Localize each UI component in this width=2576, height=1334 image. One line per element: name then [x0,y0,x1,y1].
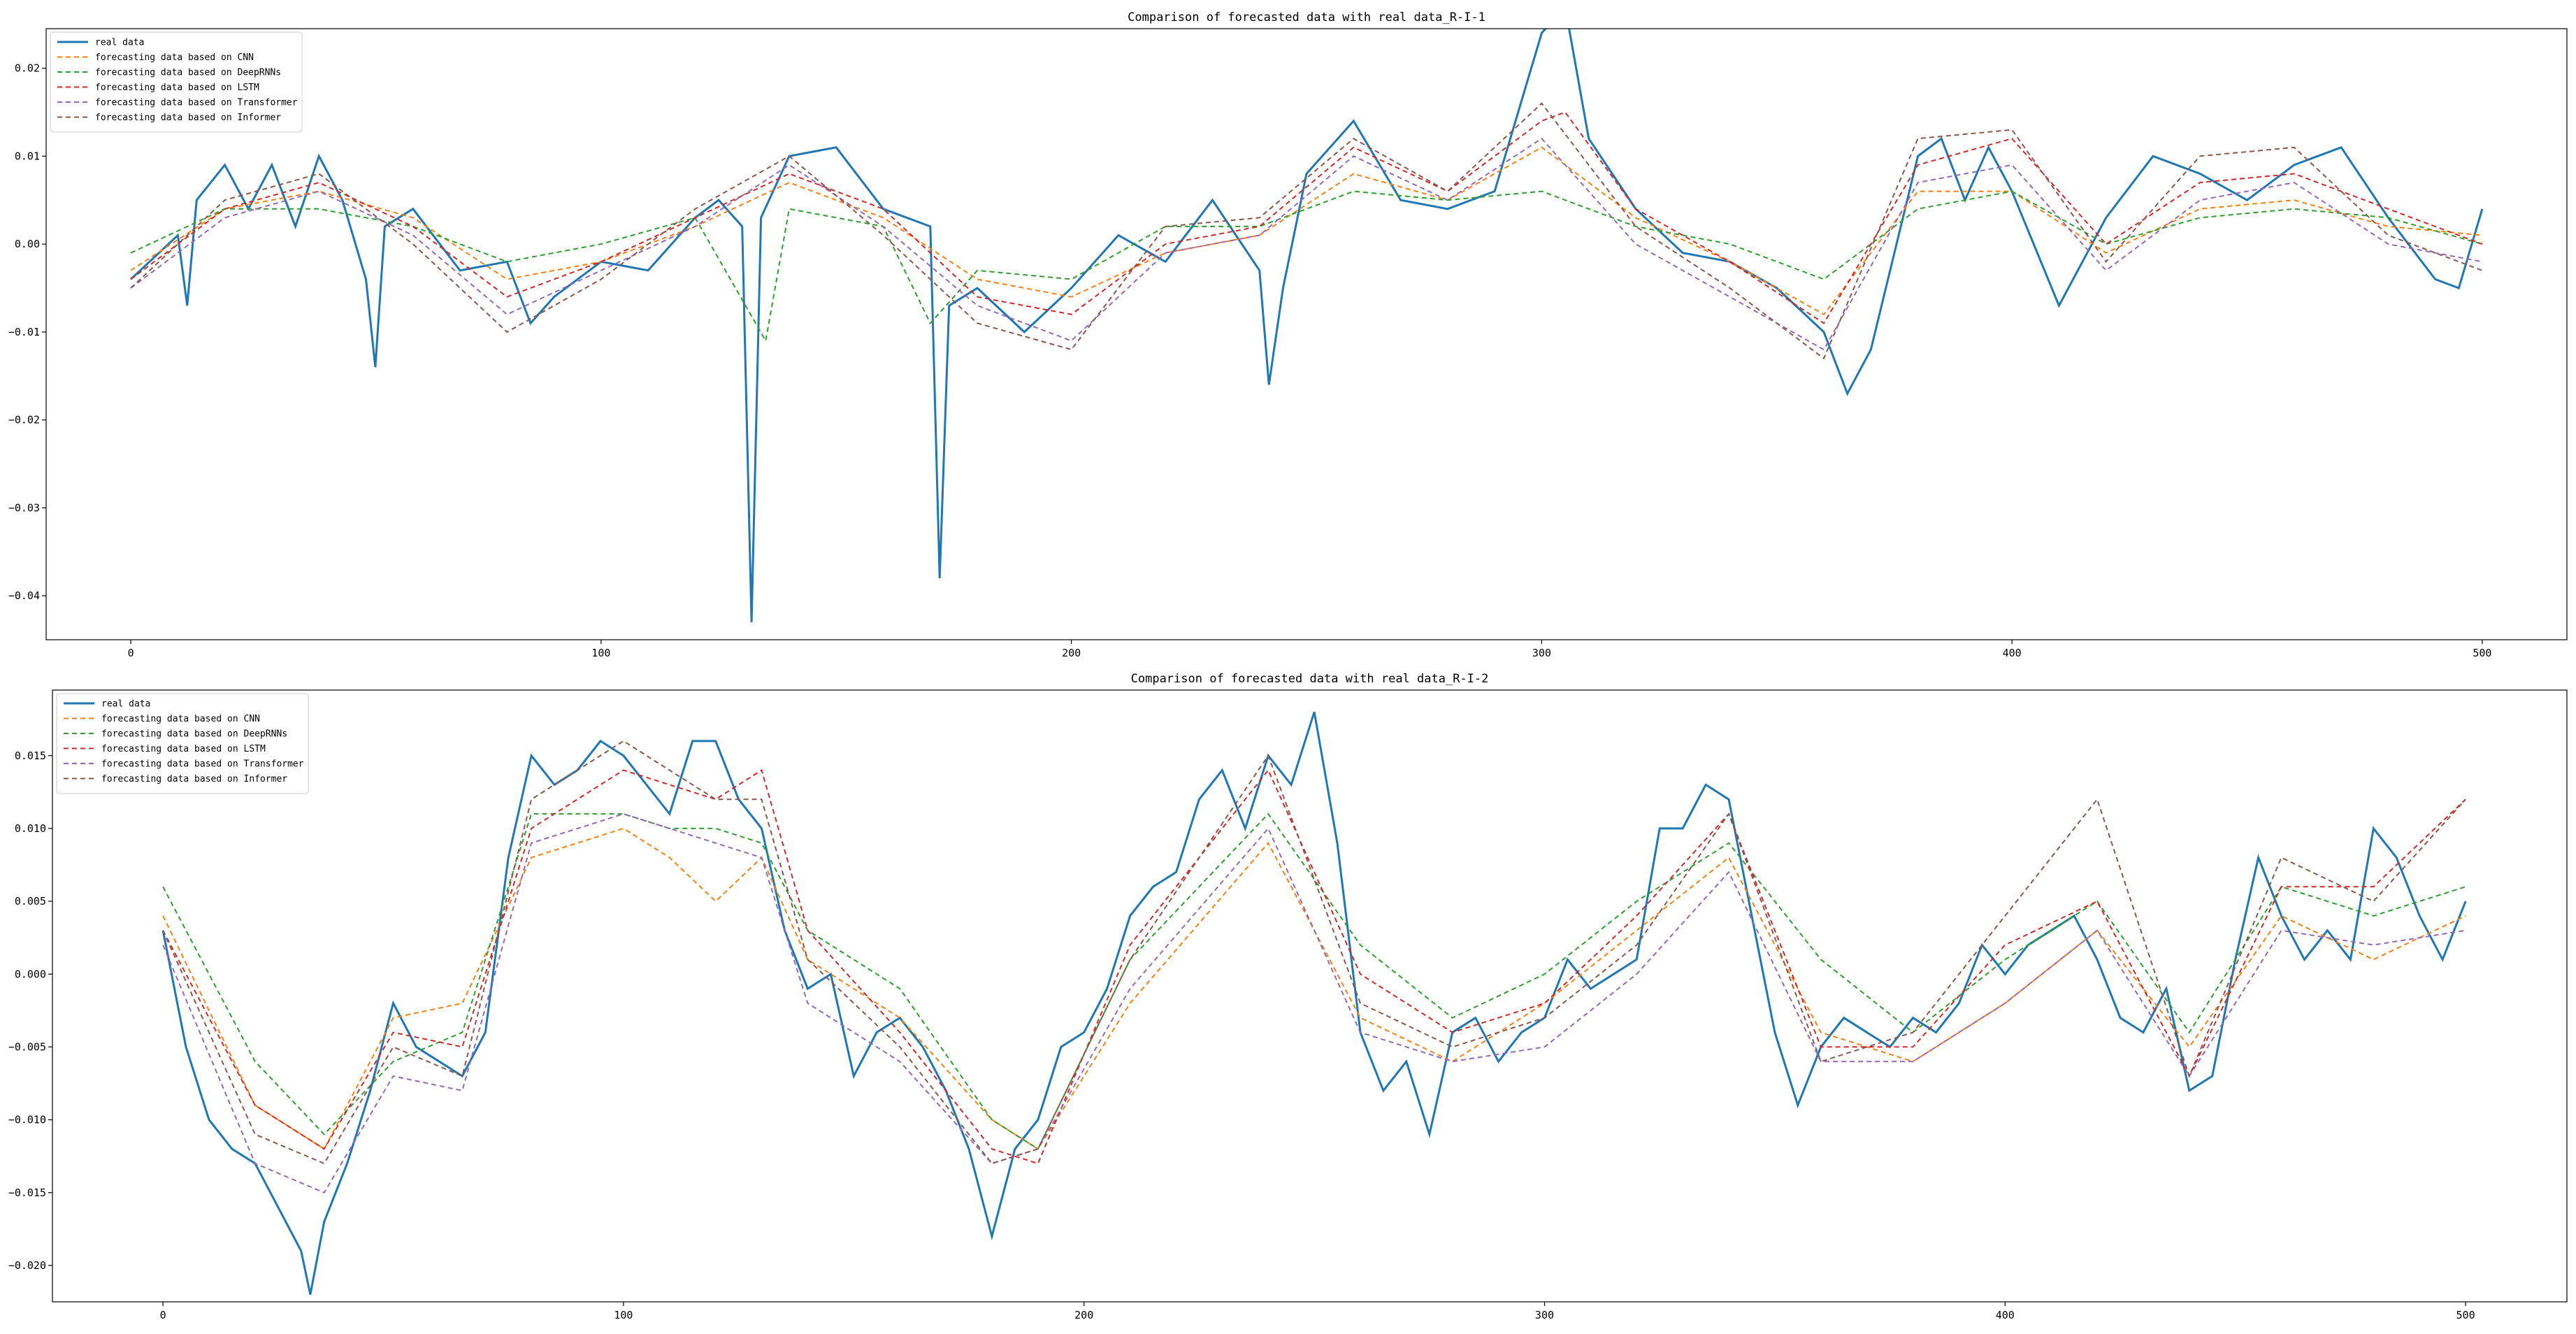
y-tick-label: −0.02 [8,414,40,426]
legend-entry-5: forecasting data based on Informer [95,113,281,123]
x-tick-label: 0 [160,1309,166,1321]
y-tick-label: 0.010 [15,822,46,835]
series-line-1 [162,827,2466,1150]
x-tick-label: 100 [614,1309,633,1321]
x-tick-label: 200 [1062,647,1081,659]
y-tick-label: −0.03 [8,501,40,514]
legend: real data forecasting data based on CNN fo… [50,31,303,133]
x-tick-label: 400 [2003,647,2022,659]
y-tick-label: −0.015 [8,1186,46,1199]
y-tick-label: −0.020 [8,1259,46,1272]
legend-entry-3: forecasting data based on LSTM [101,744,266,754]
y-tick-label: −0.010 [8,1114,46,1126]
legend-entry-0: real data [95,38,144,48]
y-tick-label: 0.005 [15,895,46,908]
legend: real data forecasting data based on CNN fo… [56,693,309,794]
series-line-4 [130,137,2483,351]
series-line-5 [130,102,2483,360]
legend-box [56,693,309,794]
chart-panel-2: Comparison of forecasted data with real … [8,672,2568,1321]
legend-entry-1: forecasting data based on CNN [95,52,254,63]
series-line-0 [130,29,2484,622]
y-tick-label: 0.01 [15,150,40,162]
series-line-2 [162,812,2466,1150]
chart-title: Comparison of forecasted data with real … [1128,10,1485,24]
chart-panel-1: Comparison of forecasted data with real … [8,10,2568,659]
series-line-3 [130,111,2483,324]
x-tick-label: 300 [1535,1309,1554,1321]
legend-entry-4: forecasting data based on Transformer [101,759,304,770]
legend-entry-3: forecasting data based on LSTM [95,83,259,93]
x-tick-label: 100 [591,647,610,659]
legend-entry-5: forecasting data based on Informer [101,774,287,784]
x-tick-label: 400 [1996,1309,2015,1321]
series-line-5 [162,740,2466,1165]
y-tick-label: 0.000 [15,968,46,980]
x-tick-label: 500 [2456,1309,2475,1321]
series-group [130,29,2484,622]
x-tick-label: 500 [2473,647,2491,659]
y-tick-label: −0.01 [8,326,40,338]
series-line-0 [161,711,2467,1295]
y-tick-label: −0.04 [8,589,40,602]
y-tick-label: −0.005 [8,1040,46,1053]
y-tick-label: 0.02 [15,62,40,75]
legend-box [50,31,303,133]
series-group [161,711,2467,1295]
y-tick-label: 0.015 [15,750,46,762]
legend-entry-2: forecasting data based on DeepRNNs [95,68,281,78]
legend-entry-0: real data [101,699,150,710]
plot-frame [45,28,2568,640]
x-tick-label: 0 [128,647,134,659]
series-line-4 [162,813,2466,1194]
plot-frame [52,689,2568,1303]
chart-title: Comparison of forecasted data with real … [1131,672,1489,686]
y-tick-label: 0.00 [15,238,40,250]
legend-entry-4: forecasting data based on Transformer [95,98,298,108]
series-line-3 [162,768,2466,1165]
x-tick-label: 200 [1074,1309,1093,1321]
legend-entry-1: forecasting data based on CNN [101,714,260,724]
x-tick-label: 300 [1532,647,1551,659]
series-line-1 [130,146,2482,315]
legend-entry-2: forecasting data based on DeepRNNs [101,729,287,740]
